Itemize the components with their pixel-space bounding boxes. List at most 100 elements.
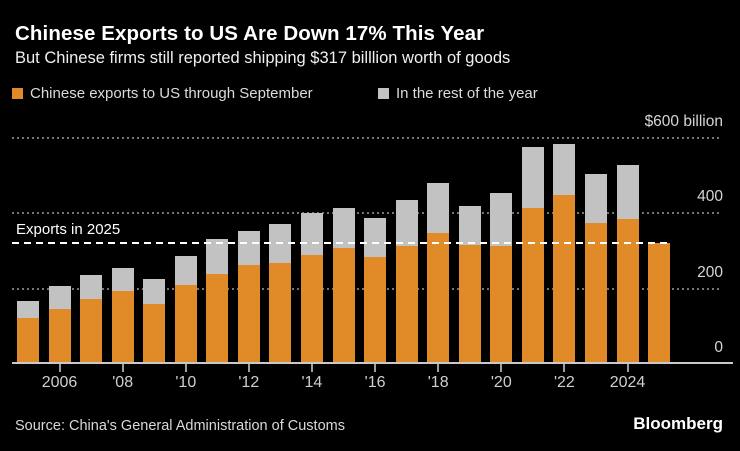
- x-tick-2014: [310, 364, 313, 372]
- x-axis-label-2012: '12: [238, 374, 260, 391]
- bar-2010-rest-of-year: [174, 255, 197, 285]
- x-tick-2008: [121, 364, 124, 372]
- bar-2012-rest-of-year: [237, 230, 260, 265]
- bar-2017-through-september: [395, 245, 418, 363]
- x-tick-2012: [247, 364, 250, 372]
- bar-2022: [553, 144, 576, 363]
- x-axis-label-2024: 2024: [609, 374, 646, 391]
- bar-2009-through-september: [143, 304, 166, 363]
- bar-2007: [80, 274, 103, 363]
- exports-2025-reference-line: [12, 242, 670, 244]
- x-tick-2010: [184, 364, 187, 372]
- bar-2022-rest-of-year: [553, 144, 576, 196]
- bar-2008-rest-of-year: [111, 267, 134, 292]
- bar-2021-through-september: [521, 208, 544, 363]
- bar-2023-through-september: [584, 223, 607, 363]
- bar-2008-through-september: [111, 291, 134, 363]
- gridline-400: [12, 212, 722, 214]
- bar-2020-rest-of-year: [490, 192, 513, 246]
- bar-2019-through-september: [458, 244, 481, 363]
- bar-2010-through-september: [174, 284, 197, 363]
- bar-2014-rest-of-year: [300, 213, 323, 256]
- bar-2016-rest-of-year: [364, 217, 387, 258]
- bar-2012-through-september: [237, 264, 260, 363]
- bar-2006-rest-of-year: [48, 286, 71, 309]
- bar-2016: [364, 217, 387, 363]
- bar-2020: [490, 192, 513, 363]
- chart-subtitle: But Chinese firms still reported shippin…: [15, 49, 511, 67]
- source-text: Source: China's General Administration o…: [15, 418, 345, 434]
- y-axis-label-600: $600 billion: [644, 113, 723, 130]
- bar-2015: [332, 208, 355, 363]
- x-axis-label-2020: '20: [490, 374, 512, 391]
- bar-2013: [269, 223, 292, 363]
- gridline-600: [12, 137, 722, 139]
- bar-2015-rest-of-year: [332, 208, 355, 248]
- bar-2005: [17, 300, 39, 363]
- x-tick-2016: [374, 364, 377, 372]
- bar-2022-through-september: [553, 195, 576, 363]
- x-axis-label-2018: '18: [427, 374, 449, 391]
- x-axis-label-2016: '16: [364, 374, 386, 391]
- x-tick-2018: [437, 364, 440, 372]
- bar-2009: [143, 279, 166, 363]
- bar-2021-rest-of-year: [521, 146, 544, 209]
- bar-2023-rest-of-year: [584, 174, 607, 224]
- bar-2017-rest-of-year: [395, 200, 418, 246]
- bloomberg-logo: Bloomberg: [633, 414, 723, 433]
- bar-2017: [395, 200, 418, 363]
- x-axis-label-2014: '14: [301, 374, 323, 391]
- bar-2015-through-september: [332, 247, 355, 363]
- y-axis-label-200: 200: [697, 264, 723, 281]
- legend-swatch-gray-icon: [378, 88, 389, 99]
- bar-2025: [648, 243, 670, 363]
- legend-label-rest-of-year: In the rest of the year: [396, 85, 538, 102]
- bar-2007-rest-of-year: [80, 274, 103, 299]
- x-tick-2022: [563, 364, 566, 372]
- x-axis-label-2010: '10: [175, 374, 197, 391]
- x-axis-label-2006: 2006: [41, 374, 78, 391]
- bar-2024-rest-of-year: [616, 165, 639, 219]
- x-axis-label-2022: '22: [553, 374, 575, 391]
- bar-2012: [237, 230, 260, 363]
- y-axis-label-400: 400: [697, 188, 723, 205]
- bar-2024: [616, 165, 639, 363]
- bar-2023: [584, 174, 607, 363]
- exports-2025-label: Exports in 2025: [16, 221, 121, 238]
- x-tick-2006: [58, 364, 61, 372]
- bar-2018-through-september: [427, 232, 450, 363]
- bar-2019: [458, 205, 481, 363]
- x-axis-label-2008: '08: [112, 374, 134, 391]
- bar-2021: [521, 146, 544, 363]
- bar-2018-rest-of-year: [427, 182, 450, 233]
- bar-2011: [206, 239, 229, 363]
- bar-2020-through-september: [490, 245, 513, 363]
- legend-swatch-orange-icon: [12, 88, 23, 99]
- chart-title: Chinese Exports to US Are Down 17% This …: [15, 22, 485, 45]
- bar-2013-through-september: [269, 262, 292, 363]
- bar-2006: [48, 286, 71, 363]
- legend-label-september: Chinese exports to US through September: [30, 85, 313, 102]
- bar-2006-through-september: [48, 308, 71, 363]
- legend-item-rest-of-year: In the rest of the year: [378, 85, 538, 102]
- bar-2014: [300, 213, 323, 363]
- bar-2005-through-september: [17, 318, 39, 363]
- bar-2011-rest-of-year: [206, 239, 229, 274]
- bar-2024-through-september: [616, 218, 639, 363]
- bar-2014-through-september: [300, 255, 323, 363]
- bar-2010: [174, 255, 197, 363]
- x-tick-2024: [626, 364, 629, 372]
- x-tick-2020: [500, 364, 503, 372]
- bar-2016-through-september: [364, 257, 387, 363]
- x-axis-baseline: [12, 362, 733, 364]
- bar-2025-through-september: [648, 243, 670, 363]
- bar-2005-rest-of-year: [17, 300, 39, 319]
- bar-2009-rest-of-year: [143, 279, 166, 305]
- bar-2008: [111, 267, 134, 363]
- bar-2011-through-september: [206, 273, 229, 363]
- y-axis-label-0: 0: [714, 339, 723, 356]
- bar-2019-rest-of-year: [458, 205, 481, 245]
- bar-2007-through-september: [80, 298, 103, 363]
